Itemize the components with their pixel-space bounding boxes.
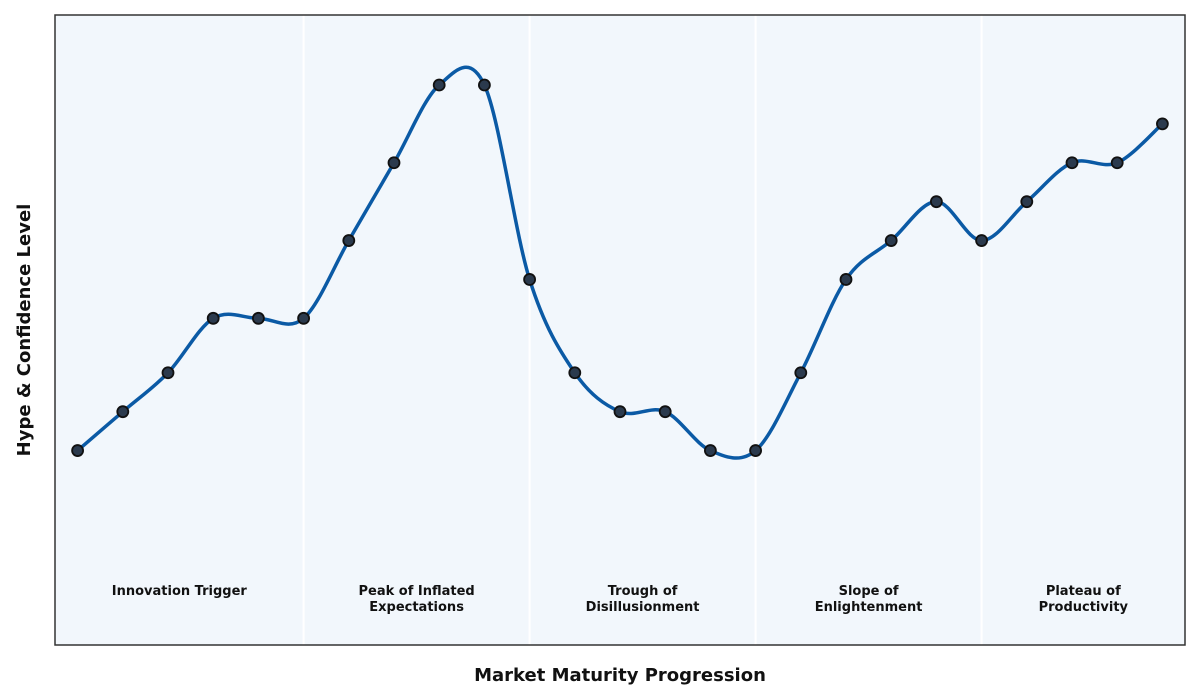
data-point	[704, 444, 717, 457]
data-point	[975, 234, 988, 247]
phase-labels: Innovation Trigger Peak of Inflated Expect…	[112, 584, 1129, 615]
phase-label-line: Disillusionment	[586, 600, 700, 615]
phase-label-plateau-of-productivity: Plateau of Productivity	[1039, 584, 1129, 615]
data-point	[794, 366, 808, 380]
data-point	[1156, 117, 1169, 131]
phase-label-line: Expectations	[369, 600, 464, 615]
phase-label-peak-of-inflated-expectations: Peak of Inflated Expectations	[358, 584, 474, 615]
phase-label-trough-of-disillusionment: Trough of Disillusionment	[586, 584, 700, 615]
series-line	[75, 65, 1165, 460]
phase-label-line: Peak of Inflated	[358, 584, 474, 599]
data-point	[477, 78, 491, 92]
plot-frame	[54, 14, 1186, 646]
phase-label-line: Plateau of	[1046, 584, 1121, 599]
data-point	[206, 311, 220, 325]
data-point	[658, 405, 672, 419]
plot-background	[55, 15, 1185, 645]
data-point	[71, 444, 84, 457]
data-point	[568, 366, 582, 380]
phase-dividers	[302, 15, 983, 645]
data-point	[523, 273, 536, 286]
phase-label-line: Productivity	[1039, 600, 1129, 615]
data-point	[1065, 156, 1079, 170]
data-point	[1020, 195, 1034, 209]
phase-label-line: Trough of	[608, 584, 678, 599]
data-point	[930, 195, 943, 209]
data-points	[71, 78, 1169, 457]
phase-label-slope-of-enlightenment: Slope of Enlightenment	[815, 584, 923, 615]
data-point	[613, 405, 627, 419]
data-point	[116, 405, 130, 419]
data-point	[342, 234, 356, 247]
phase-label-innovation-trigger: Innovation Trigger	[112, 584, 248, 599]
data-point	[839, 273, 853, 286]
data-point	[1110, 156, 1124, 170]
data-point	[749, 444, 762, 457]
phase-label-line: Innovation Trigger	[112, 584, 248, 599]
phase-label-line: Enlightenment	[815, 600, 923, 615]
data-point	[251, 311, 265, 325]
data-point	[297, 311, 311, 325]
y-axis-label: Hype & Confidence Level	[14, 204, 35, 457]
data-point	[387, 156, 401, 170]
phase-label-line: Slope of	[839, 584, 899, 599]
data-point	[161, 366, 175, 380]
data-point	[884, 234, 898, 247]
data-point	[432, 78, 446, 92]
x-axis-label: Market Maturity Progression	[474, 665, 766, 686]
